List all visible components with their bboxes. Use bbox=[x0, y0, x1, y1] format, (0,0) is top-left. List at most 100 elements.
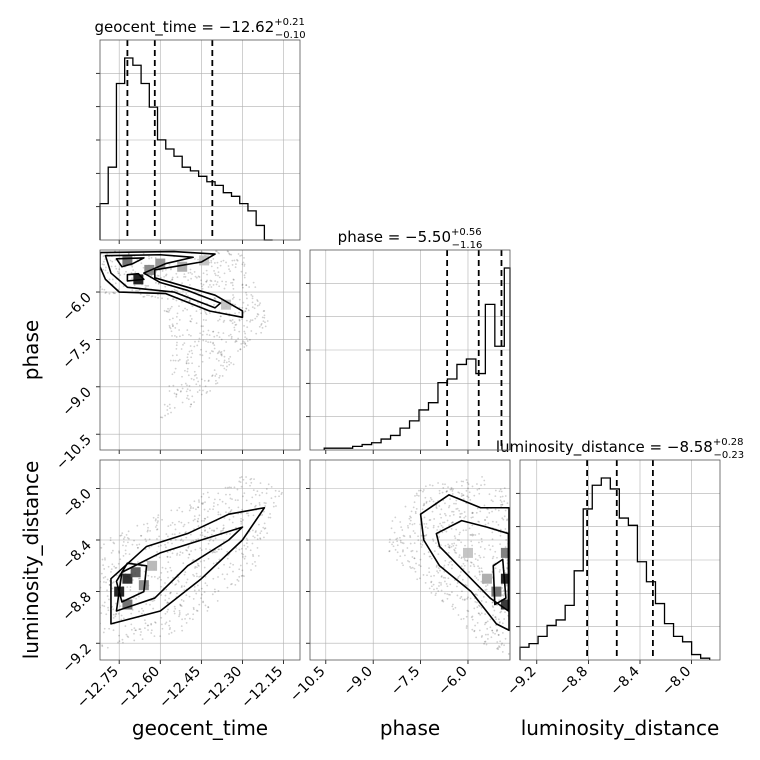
scatter-point bbox=[195, 383, 198, 386]
scatter-point bbox=[419, 523, 422, 526]
scatter-point bbox=[122, 537, 125, 540]
scatter-point bbox=[107, 565, 110, 568]
scatter-point bbox=[177, 580, 180, 583]
title-phase: phase = −5.50+0.56 −1.16 bbox=[338, 227, 483, 251]
scatter-point bbox=[263, 316, 266, 319]
scatter-point bbox=[460, 492, 463, 495]
scatter-point bbox=[414, 570, 417, 573]
scatter-point bbox=[131, 289, 134, 292]
scatter-point bbox=[413, 501, 416, 504]
scatter-point bbox=[483, 640, 486, 643]
scatter-point bbox=[226, 365, 228, 368]
scatter-point bbox=[477, 579, 480, 581]
scatter-point bbox=[248, 286, 251, 288]
scatter-point bbox=[254, 564, 257, 567]
scatter-point bbox=[177, 576, 180, 579]
scatter-point bbox=[252, 489, 255, 492]
scatter-point bbox=[214, 591, 216, 593]
scatter-point bbox=[503, 644, 505, 647]
scatter-point bbox=[169, 268, 172, 271]
scatter-point bbox=[433, 550, 436, 553]
scatter-point bbox=[171, 521, 174, 524]
scatter-point bbox=[192, 540, 195, 542]
scatter-point bbox=[114, 615, 117, 618]
scatter-point bbox=[216, 261, 219, 264]
scatter-point bbox=[225, 511, 227, 514]
scatter-point bbox=[447, 546, 450, 548]
scatter-point bbox=[478, 487, 481, 490]
scatter-point bbox=[205, 340, 207, 342]
scatter-point bbox=[215, 373, 218, 376]
scatter-point bbox=[193, 401, 195, 403]
scatter-point bbox=[500, 610, 503, 613]
scatter-point bbox=[205, 548, 207, 550]
scatter-point bbox=[192, 613, 195, 616]
scatter-point bbox=[409, 522, 411, 525]
scatter-point bbox=[111, 582, 114, 584]
scatter-point bbox=[204, 604, 207, 607]
scatter-point bbox=[178, 506, 181, 509]
scatter-point bbox=[440, 508, 443, 511]
scatter-point bbox=[433, 574, 435, 577]
scatter-point bbox=[192, 608, 195, 611]
scatter-point bbox=[220, 350, 223, 353]
scatter-point bbox=[185, 293, 188, 295]
scatter-point bbox=[466, 560, 469, 562]
scatter-point bbox=[140, 262, 143, 265]
scatter-point bbox=[116, 270, 119, 273]
scatter-point bbox=[208, 527, 211, 530]
scatter-point bbox=[458, 492, 461, 494]
scatter-point bbox=[494, 616, 497, 619]
scatter-point bbox=[250, 481, 253, 484]
scatter-point bbox=[232, 278, 235, 281]
scatter-point bbox=[208, 496, 210, 499]
scatter-point bbox=[173, 523, 176, 526]
scatter-point bbox=[462, 568, 465, 570]
scatter-point bbox=[456, 582, 459, 584]
scatter-point bbox=[185, 298, 188, 300]
scatter-point bbox=[491, 601, 494, 604]
scatter-point bbox=[455, 552, 458, 554]
scatter-point bbox=[207, 380, 210, 383]
scatter-point bbox=[442, 600, 445, 603]
scatter-point bbox=[437, 525, 440, 528]
scatter-point bbox=[198, 337, 201, 340]
scatter-point bbox=[140, 612, 143, 615]
scatter-point bbox=[199, 308, 202, 311]
scatter-point bbox=[281, 491, 283, 494]
scatter-point bbox=[185, 360, 188, 363]
scatter-point bbox=[245, 512, 248, 515]
scatter-point bbox=[103, 605, 106, 608]
scatter-point bbox=[173, 288, 176, 291]
scatter-point bbox=[414, 532, 416, 534]
scatter-point bbox=[238, 298, 241, 301]
scatter-point bbox=[118, 550, 120, 553]
scatter-point bbox=[208, 334, 211, 337]
scatter-point bbox=[160, 623, 163, 626]
scatter-point bbox=[216, 281, 219, 283]
scatter-point bbox=[403, 535, 406, 538]
scatter-point bbox=[486, 584, 489, 586]
scatter-point bbox=[164, 599, 167, 602]
scatter-point bbox=[160, 416, 162, 419]
scatter-point bbox=[190, 320, 192, 323]
scatter-point bbox=[213, 588, 216, 591]
scatter-point bbox=[484, 633, 487, 636]
scatter-point bbox=[242, 286, 244, 289]
scatter-point bbox=[200, 593, 203, 596]
scatter-point bbox=[212, 350, 214, 353]
scatter-geocent-time-phase-panel: −10.5−9.0−7.5−6.0 bbox=[53, 249, 301, 473]
scatter-point bbox=[428, 587, 431, 590]
scatter-point bbox=[201, 354, 204, 357]
scatter-point bbox=[187, 521, 190, 524]
scatter-point bbox=[185, 390, 188, 393]
scatter-point bbox=[194, 567, 196, 569]
scatter-point bbox=[261, 491, 264, 494]
scatter-point bbox=[184, 382, 187, 385]
scatter-point bbox=[212, 257, 215, 260]
scatter-point bbox=[225, 261, 227, 264]
scatter-point bbox=[242, 556, 244, 558]
scatter-point bbox=[447, 486, 449, 489]
scatter-point bbox=[472, 512, 474, 514]
scatter-point bbox=[168, 263, 171, 266]
